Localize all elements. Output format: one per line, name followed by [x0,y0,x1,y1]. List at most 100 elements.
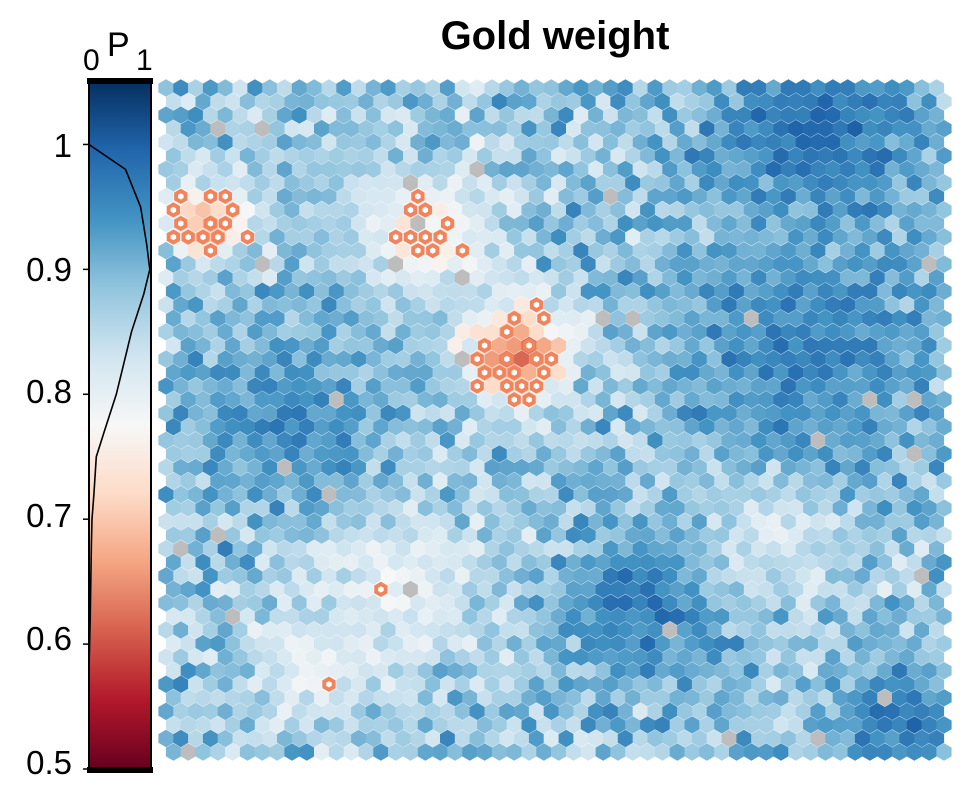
hex-cell [462,119,478,138]
hex-cell [536,499,552,517]
hex-cell [454,106,470,124]
hex-cell [936,472,952,490]
hex-cell [195,174,211,192]
hex-cell [299,743,315,761]
hex-cell [936,418,952,436]
hex-cell [706,621,722,639]
hex-cell [514,350,530,368]
hex-cell [773,689,789,707]
hex-cell [521,201,537,219]
hex-cell [832,418,848,436]
hex-cell [743,499,759,517]
hex-cell [543,512,559,531]
hex-cell [462,201,478,219]
hex-cell [573,241,589,260]
hex-cell [528,323,544,341]
hex-cell [232,512,248,531]
hex-cell [410,377,426,395]
hex-cell [914,160,930,178]
hex-cell [862,119,878,138]
hex-cell [832,472,848,490]
hex-cell [588,729,604,748]
hex-cell [440,377,456,395]
hex-cell [343,634,359,653]
hex-cell [254,634,270,653]
hex-cell [595,119,611,138]
hex-cell [543,458,559,477]
hex-cell [321,702,337,721]
hex-cell [225,634,241,653]
hex-cell [284,743,300,761]
hex-cell [795,729,811,748]
hex-cell [202,458,218,477]
hex-cell [810,377,826,395]
hex-cell [773,580,789,599]
hex-cell [232,269,248,287]
hex-cell [395,567,411,585]
hex-cell [743,390,759,409]
hex-cell [766,269,782,287]
hex-cell [677,431,693,450]
hex-cell [373,282,389,300]
hex-cell [417,553,433,571]
hex-cell [328,526,344,544]
hex-cell [447,634,463,653]
hex-cell [254,607,270,626]
hex-cell [188,269,204,287]
hex-cell [321,458,337,477]
hex-cell [899,431,915,450]
hex-cell [232,323,248,341]
hex-cell [803,147,819,165]
hex-cell [588,431,604,450]
hex-cell [817,119,833,138]
hex-highlight-ring [492,364,507,381]
hex-cell [195,363,211,382]
hex-cell [677,241,693,260]
hex-cell [173,79,189,97]
hex-cell [321,241,337,260]
hex-cell [825,106,841,124]
hex-cell [884,187,900,206]
hex-cell [217,648,233,666]
hex-cell [884,323,900,341]
hex-cell [906,147,922,165]
hex-cell [854,675,871,693]
hex-cell [803,607,819,626]
hex-cell [714,228,730,246]
hex-cell [306,621,322,639]
hex-cell [840,377,856,395]
hex-cell [854,702,871,721]
hex-cell [595,363,611,382]
hex-cell [573,567,589,585]
hex-cell [625,119,641,138]
hex-cell [721,729,737,748]
hex-cell [595,553,611,571]
hex-cell [773,282,789,300]
hex-cell [573,675,589,693]
hex-cell [817,553,833,571]
hex-cell [847,201,863,219]
hex-cell [188,702,204,721]
hex-cell [410,214,426,233]
hex-cell [684,689,700,707]
hex-cell [640,119,656,138]
hex-cell [454,729,470,748]
hex-cell [195,418,211,436]
hex-cell [202,160,218,178]
hex-cell [573,621,589,639]
hex-cell [729,147,745,165]
hex-cell [677,350,693,368]
hex-cell [314,390,330,409]
hex-cell [758,119,774,138]
hex-cell [884,160,900,178]
hex-cell [899,567,915,585]
hex-cell [640,499,656,517]
hex-cell [447,553,463,571]
hex-cell [773,147,789,165]
hex-cell [647,187,663,206]
hex-cell [899,404,915,422]
hex-cell [477,119,493,138]
hex-cell [684,147,700,165]
hex-cell [321,106,337,124]
hex-cell [921,553,937,571]
